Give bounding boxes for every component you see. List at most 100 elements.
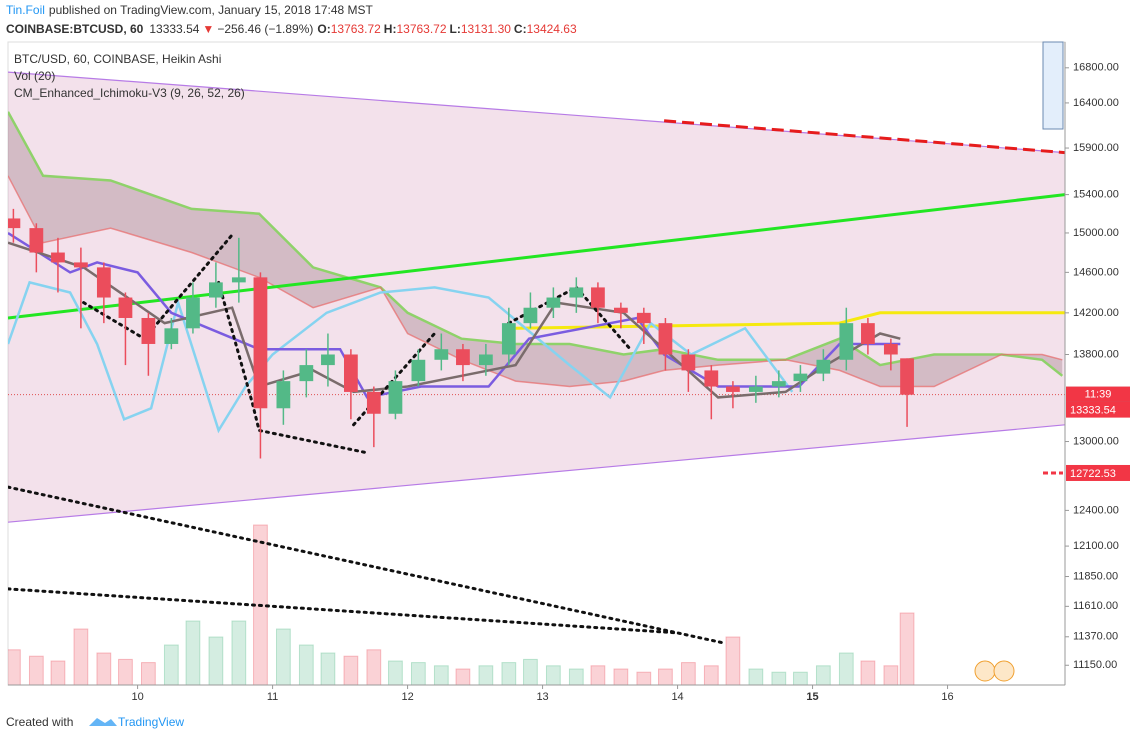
volume-bar <box>73 628 89 685</box>
volume-bar <box>298 644 314 685</box>
price-label-box <box>1066 401 1130 418</box>
candle-body <box>343 354 358 392</box>
line <box>515 311 1065 330</box>
candle-body <box>748 386 763 392</box>
price-label: 13333.54 <box>1070 405 1116 417</box>
footer-created: Created with <box>6 715 73 729</box>
price-label-box <box>1066 464 1130 481</box>
volume-bar <box>748 668 764 685</box>
volume-bar <box>320 652 336 685</box>
volume-bar <box>883 665 899 685</box>
candle-body <box>704 370 719 387</box>
ohlc-value: 13424.63 <box>527 22 577 36</box>
line <box>217 280 369 455</box>
channel-lower <box>8 424 1065 523</box>
candle-body <box>771 381 786 387</box>
line <box>8 587 680 635</box>
candle-body <box>164 328 179 344</box>
y-tick-label: 15000.00 <box>1073 227 1119 239</box>
y-tick-label: 14600.00 <box>1073 266 1119 278</box>
candle-body <box>478 354 493 366</box>
candle-body <box>231 277 246 283</box>
volume-bar <box>410 662 426 685</box>
volume-bar <box>96 652 112 685</box>
author[interactable]: Tin.Foil <box>6 3 45 17</box>
candle-body <box>681 354 696 371</box>
x-tick-label: 10 <box>131 691 143 703</box>
volume-bar <box>725 636 741 685</box>
legend-entry: CM_Enhanced_Ichimoku-V3 (9, 26, 52, 26) <box>14 86 245 100</box>
direction: ▼ <box>202 22 214 36</box>
y-tick-label: 11610.00 <box>1073 600 1118 612</box>
candle-body <box>299 365 314 382</box>
y-tick-label: 13000.00 <box>1073 435 1119 447</box>
volume-bar <box>28 655 44 685</box>
ohlc-key: C: <box>514 22 527 36</box>
cloud-span-b <box>8 175 1063 388</box>
volume-bar <box>899 612 915 685</box>
x-tick-label: 16 <box>941 691 953 703</box>
candle-body <box>501 323 516 355</box>
candle-body <box>276 381 291 409</box>
volume-bar <box>860 660 876 685</box>
footer-brand[interactable]: TradingView <box>118 715 184 729</box>
candle-body <box>839 323 854 360</box>
symbol: COINBASE:BTCUSD, 60 <box>6 22 144 36</box>
candle-body <box>591 287 605 308</box>
volume-bar <box>545 665 561 685</box>
ohlc-value: 13763.72 <box>331 22 381 36</box>
line <box>8 193 1065 320</box>
volume-bar <box>208 636 224 685</box>
x-tick-label: 11 <box>267 691 278 703</box>
candle-body <box>613 307 628 313</box>
candle-body <box>253 277 268 409</box>
volume-bar <box>433 665 449 685</box>
y-tick-label: 11150.00 <box>1073 659 1117 671</box>
candle-body <box>793 373 808 382</box>
volume-bar <box>838 652 854 685</box>
volume-bar <box>118 658 133 685</box>
volume-bar <box>455 668 471 685</box>
y-tick-label: 15900.00 <box>1073 142 1119 154</box>
line <box>8 231 901 399</box>
candle-body <box>118 297 133 318</box>
candle-body <box>658 323 673 355</box>
candle-body <box>366 391 381 414</box>
channel-fill <box>8 72 1065 523</box>
ohlc-value: 13131.30 <box>461 22 511 36</box>
y-axis-bg <box>1065 42 1131 685</box>
change: −256.46 (−1.89%) <box>217 22 313 36</box>
price-label: 12722.53 <box>1070 468 1116 480</box>
candle-body <box>74 262 88 268</box>
volume-bar <box>276 628 291 685</box>
volume-bar <box>636 671 652 685</box>
cloud-fill <box>8 111 1063 387</box>
candle-body <box>141 317 156 344</box>
candle-body <box>8 218 21 229</box>
volume-bar <box>523 658 538 685</box>
volume-bar <box>478 665 494 685</box>
volume-bar <box>163 644 179 685</box>
symbol-line: COINBASE:BTCUSD, 60 13333.54 ▼ −256.46 (−1.… <box>6 22 577 36</box>
volume-bar <box>590 665 606 685</box>
ohlc-key: H: <box>384 22 397 36</box>
volume-bar <box>703 665 719 685</box>
x-tick-label: 12 <box>401 691 413 703</box>
candle-body <box>861 323 875 344</box>
volume-bar <box>815 665 831 685</box>
volume-bar <box>658 668 673 685</box>
volume-bar <box>185 620 201 685</box>
y-tick-label: 14200.00 <box>1073 307 1119 319</box>
plot <box>8 71 1065 685</box>
candle-body <box>29 228 44 253</box>
volume-bar <box>8 649 21 685</box>
y-tick-label: 12400.00 <box>1073 504 1119 516</box>
line <box>8 241 901 399</box>
candle-body <box>569 287 584 298</box>
y-tick-label: 11850.00 <box>1073 570 1118 582</box>
header-line: Tin.Foil published on TradingView.com, Ja… <box>6 3 374 17</box>
candle-body <box>209 282 223 298</box>
volume-bar <box>388 660 403 685</box>
x-tick-label: 14 <box>671 691 683 703</box>
volume-bar <box>141 662 156 685</box>
